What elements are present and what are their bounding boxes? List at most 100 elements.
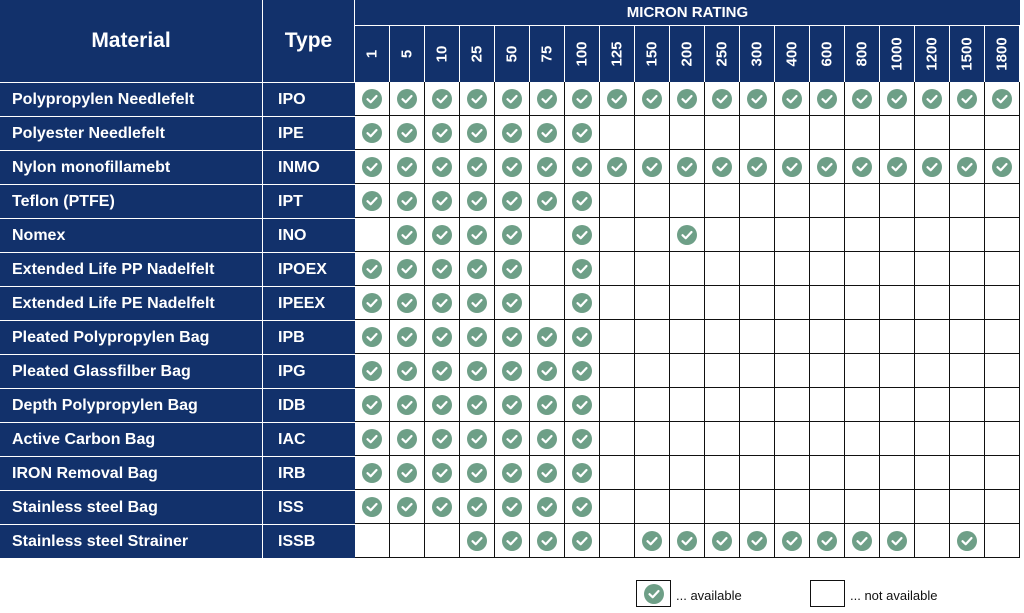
check-circle-icon xyxy=(887,530,907,551)
availability-cell-not-available xyxy=(600,184,635,218)
availability-cell-available xyxy=(425,82,460,116)
availability-cell-not-available xyxy=(635,456,670,490)
check-circle-icon xyxy=(397,292,417,313)
material-type-code: IAC xyxy=(263,422,355,456)
availability-cell-available xyxy=(425,252,460,286)
micron-column-label: 150 xyxy=(643,41,661,67)
availability-cell-available xyxy=(355,422,390,456)
availability-cell-not-available xyxy=(810,252,845,286)
micron-column-label: 50 xyxy=(503,45,521,63)
micron-column-label: 250 xyxy=(713,41,731,67)
availability-cell-available xyxy=(460,388,495,422)
check-circle-icon xyxy=(467,530,487,551)
check-circle-icon xyxy=(572,122,592,143)
check-circle-icon xyxy=(572,428,592,449)
availability-cell-available xyxy=(495,524,530,558)
availability-cell-not-available xyxy=(810,286,845,320)
availability-cell-available xyxy=(670,218,705,252)
availability-cell-not-available xyxy=(985,490,1020,524)
check-circle-icon xyxy=(782,88,802,109)
micron-column-header: 1500 xyxy=(950,26,985,82)
micron-column-header: 1 xyxy=(355,26,390,82)
availability-cell-not-available xyxy=(635,116,670,150)
availability-cell-not-available xyxy=(950,184,985,218)
micron-column-header: 1000 xyxy=(880,26,915,82)
availability-cell-available xyxy=(985,150,1020,184)
check-circle-icon xyxy=(537,394,557,415)
availability-cell-not-available xyxy=(915,252,950,286)
legend-not-available-swatch xyxy=(810,580,845,607)
micron-column-label: 75 xyxy=(538,45,556,63)
availability-cell-not-available xyxy=(600,456,635,490)
check-circle-icon xyxy=(432,258,452,279)
availability-cell-available xyxy=(600,150,635,184)
check-circle-icon xyxy=(397,190,417,211)
check-circle-icon xyxy=(432,156,452,177)
availability-cell-available xyxy=(425,116,460,150)
micron-column-header: 250 xyxy=(705,26,740,82)
micron-column-label: 800 xyxy=(853,41,871,67)
check-circle-icon xyxy=(782,530,802,551)
material-name: Polyester Needlefelt xyxy=(0,116,263,150)
check-circle-icon xyxy=(537,496,557,517)
availability-cell-not-available xyxy=(915,524,950,558)
check-circle-icon xyxy=(572,394,592,415)
micron-column-label: 1 xyxy=(363,49,381,59)
check-circle-icon xyxy=(397,258,417,279)
availability-cell-not-available xyxy=(705,116,740,150)
availability-cell-available xyxy=(425,354,460,388)
availability-cell-not-available xyxy=(670,388,705,422)
availability-cell-not-available xyxy=(985,422,1020,456)
availability-cell-not-available xyxy=(880,388,915,422)
availability-cell-available xyxy=(565,82,600,116)
check-circle-icon xyxy=(537,326,557,347)
check-circle-icon xyxy=(502,88,522,109)
availability-cell-available xyxy=(565,116,600,150)
check-circle-icon xyxy=(432,360,452,381)
availability-cell-not-available xyxy=(600,218,635,252)
availability-cell-available xyxy=(495,82,530,116)
material-name: Polypropylen Needlefelt xyxy=(0,82,263,116)
availability-cell-not-available xyxy=(635,354,670,388)
availability-cell-not-available xyxy=(705,388,740,422)
check-circle-icon xyxy=(502,326,522,347)
micron-column-header: 75 xyxy=(530,26,565,82)
check-circle-icon xyxy=(572,360,592,381)
availability-cell-not-available xyxy=(425,524,460,558)
availability-cell-not-available xyxy=(670,116,705,150)
check-circle-icon xyxy=(397,394,417,415)
check-circle-icon xyxy=(362,462,382,483)
availability-cell-available xyxy=(460,354,495,388)
availability-cell-available xyxy=(355,116,390,150)
availability-cell-available xyxy=(775,82,810,116)
check-circle-icon xyxy=(817,88,837,109)
availability-cell-available xyxy=(495,286,530,320)
availability-cell-not-available xyxy=(390,524,425,558)
material-name: Pleated Glassfilber Bag xyxy=(0,354,263,388)
micron-column-label: 300 xyxy=(748,41,766,67)
availability-cell-available xyxy=(845,150,880,184)
micron-column-label: 600 xyxy=(818,41,836,67)
material-type-code: IPB xyxy=(263,320,355,354)
availability-cell-not-available xyxy=(775,422,810,456)
check-circle-icon xyxy=(432,496,452,517)
check-circle-icon xyxy=(642,530,662,551)
availability-cell-available xyxy=(530,354,565,388)
availability-cell-available xyxy=(670,524,705,558)
check-circle-icon xyxy=(677,224,697,245)
availability-cell-not-available xyxy=(775,218,810,252)
availability-cell-not-available xyxy=(985,116,1020,150)
check-circle-icon xyxy=(397,326,417,347)
availability-cell-not-available xyxy=(915,320,950,354)
availability-cell-not-available xyxy=(705,354,740,388)
availability-cell-available xyxy=(880,150,915,184)
availability-cell-available xyxy=(495,388,530,422)
availability-cell-not-available xyxy=(880,456,915,490)
availability-cell-not-available xyxy=(740,354,775,388)
check-circle-icon xyxy=(677,530,697,551)
availability-cell-not-available xyxy=(740,252,775,286)
availability-cell-not-available xyxy=(810,116,845,150)
availability-cell-available xyxy=(565,524,600,558)
availability-cell-available xyxy=(460,286,495,320)
availability-cell-available xyxy=(460,524,495,558)
